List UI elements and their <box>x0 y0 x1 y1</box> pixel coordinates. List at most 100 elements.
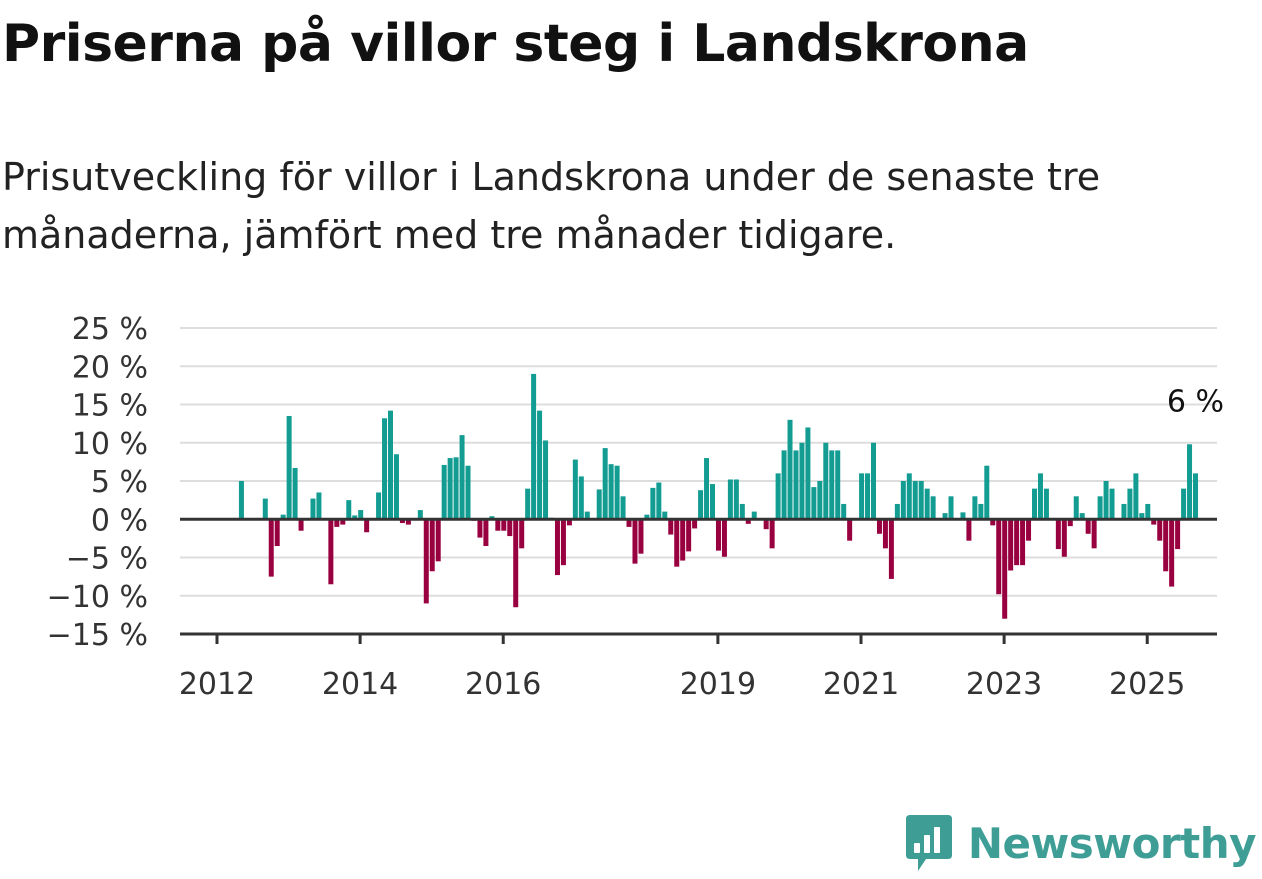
bar <box>405 519 411 525</box>
bar <box>835 450 841 520</box>
bar <box>1008 519 1014 571</box>
x-tick-label: 2019 <box>680 667 756 702</box>
bar <box>763 519 769 530</box>
newsworthy-brand[interactable]: Newsworthy <box>904 813 1257 873</box>
bars <box>238 373 1199 619</box>
bar <box>871 442 876 520</box>
bar <box>1193 473 1199 520</box>
bar <box>298 519 304 531</box>
bar <box>745 519 751 524</box>
bar <box>388 410 393 520</box>
bar <box>441 464 447 520</box>
bar <box>906 473 912 520</box>
bar <box>328 519 334 585</box>
bar <box>996 519 1002 595</box>
bar <box>638 519 644 554</box>
bar <box>1169 519 1175 587</box>
y-tick-label: 0 % <box>91 503 148 538</box>
bar <box>698 490 704 520</box>
bar <box>859 473 865 520</box>
last-value-label: 6 % <box>1167 384 1224 419</box>
bar <box>1037 473 1043 520</box>
bar <box>572 459 578 520</box>
bar <box>489 516 495 520</box>
bar <box>531 373 537 520</box>
bar <box>894 503 900 520</box>
bar <box>286 415 292 520</box>
grid-lines <box>180 327 1217 597</box>
bar <box>608 464 614 520</box>
bar <box>560 519 566 566</box>
bar <box>537 410 543 520</box>
bar <box>1157 519 1163 541</box>
bar <box>876 519 882 534</box>
y-tick-label: −5 % <box>66 542 148 577</box>
bar <box>358 510 364 520</box>
bar <box>829 450 835 520</box>
y-tick-label: 20 % <box>72 350 148 385</box>
bar <box>1145 503 1151 520</box>
bar <box>376 492 382 520</box>
brand-name: Newsworthy <box>967 818 1257 868</box>
bar <box>584 511 590 520</box>
bar <box>566 519 572 526</box>
bar <box>674 519 680 567</box>
y-tick-label: 5 % <box>91 465 148 500</box>
bar <box>292 468 298 520</box>
bar <box>602 448 608 520</box>
bar <box>948 496 954 520</box>
bar-chart-logo-icon <box>905 815 952 871</box>
y-tick-label: 25 % <box>72 312 148 347</box>
bar <box>1055 519 1061 550</box>
bar <box>715 519 721 551</box>
bar <box>900 481 906 520</box>
bar <box>942 513 948 520</box>
bar <box>668 519 674 535</box>
bar <box>805 427 811 520</box>
bar <box>280 514 286 520</box>
bar <box>274 519 280 547</box>
bar <box>1043 488 1049 520</box>
bar <box>841 503 847 520</box>
bar <box>429 519 435 572</box>
bar <box>1175 519 1181 550</box>
bar <box>238 481 244 520</box>
bar <box>465 465 471 520</box>
bar <box>1002 519 1008 619</box>
x-axis-tick-labels: 2012 2014 2016 2019 2021 2023 2025 <box>179 634 1185 702</box>
bar <box>721 519 727 557</box>
bar <box>930 496 936 520</box>
bar <box>733 479 739 520</box>
bar <box>1073 496 1079 520</box>
bar <box>262 498 268 520</box>
y-tick-label: −15 % <box>47 618 148 653</box>
bar <box>632 519 638 564</box>
bar <box>477 519 483 538</box>
x-tick-label: 2025 <box>1109 667 1185 702</box>
chart-subtitle: Prisutveckling för villor i Landskrona u… <box>2 155 1101 257</box>
bar <box>495 519 501 531</box>
bar <box>1032 488 1038 520</box>
bar <box>680 519 686 561</box>
bar <box>1103 481 1109 520</box>
bar <box>435 519 441 562</box>
bar <box>614 465 620 520</box>
bar <box>620 496 626 520</box>
bar <box>310 498 316 520</box>
x-tick-label: 2021 <box>823 667 899 702</box>
bar <box>1091 519 1097 549</box>
bar <box>924 488 930 520</box>
bar <box>1061 519 1067 557</box>
bar <box>978 503 984 520</box>
bar <box>483 519 489 547</box>
bar <box>554 519 560 576</box>
bar <box>346 500 352 520</box>
bar <box>578 476 584 520</box>
bar <box>1187 444 1193 520</box>
bar <box>525 488 531 520</box>
bar <box>912 481 918 520</box>
x-tick-label: 2014 <box>322 667 398 702</box>
bar-chart: 25 %20 % 15 %10 %5 %0 % −5 %−10 %−15 % 201… <box>47 312 1224 702</box>
bar <box>364 519 370 533</box>
bar <box>1026 519 1032 541</box>
